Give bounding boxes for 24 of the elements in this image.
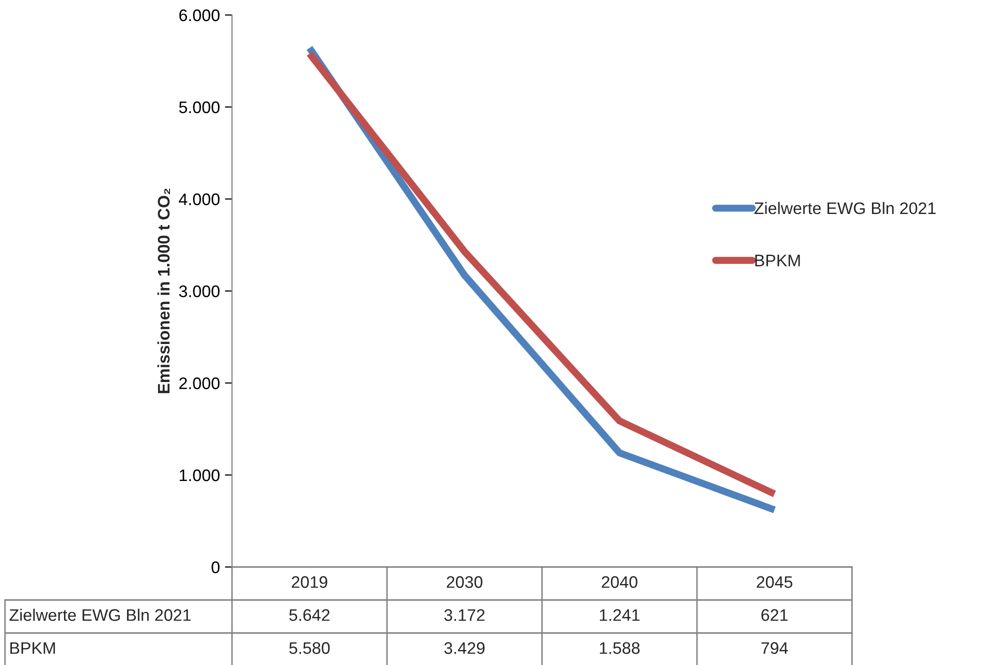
data-label: 5.580: [289, 642, 330, 654]
y-tick-label: 5.000: [179, 101, 220, 114]
y-tick-label: 1.000: [180, 469, 220, 482]
data-label: 1.241: [600, 609, 640, 621]
x-tick-label: 2030: [446, 576, 482, 588]
y-tick-label: 3.000: [179, 285, 220, 298]
data-label: 3.429: [444, 642, 485, 654]
text: BPKM: [10, 642, 55, 654]
y-tick-label: 2.000: [179, 377, 220, 390]
data-label: 1.588: [600, 642, 640, 654]
legend-label: BPKM: [755, 254, 800, 266]
data-label: 5.642: [289, 609, 330, 621]
y-tick-label: 0: [212, 561, 220, 574]
x-tick-label: 2019: [292, 576, 328, 588]
y-tick-label: 6.000: [179, 9, 220, 22]
data-label: 621: [761, 609, 788, 621]
x-tick-label: 2040: [602, 576, 638, 588]
y-tick-label: 4.000: [178, 193, 220, 206]
data-label: 3.172: [444, 609, 485, 621]
text: Zielwerte EWG Bln 2021: [10, 608, 191, 621]
y-axis-title: Emissionen in 1.000 t CO₂: [157, 188, 170, 394]
data-label: 794: [761, 642, 788, 654]
x-tick-label: 2045: [756, 576, 792, 588]
legend-label: Zielwerte EWG Bln 2021: [754, 202, 936, 214]
